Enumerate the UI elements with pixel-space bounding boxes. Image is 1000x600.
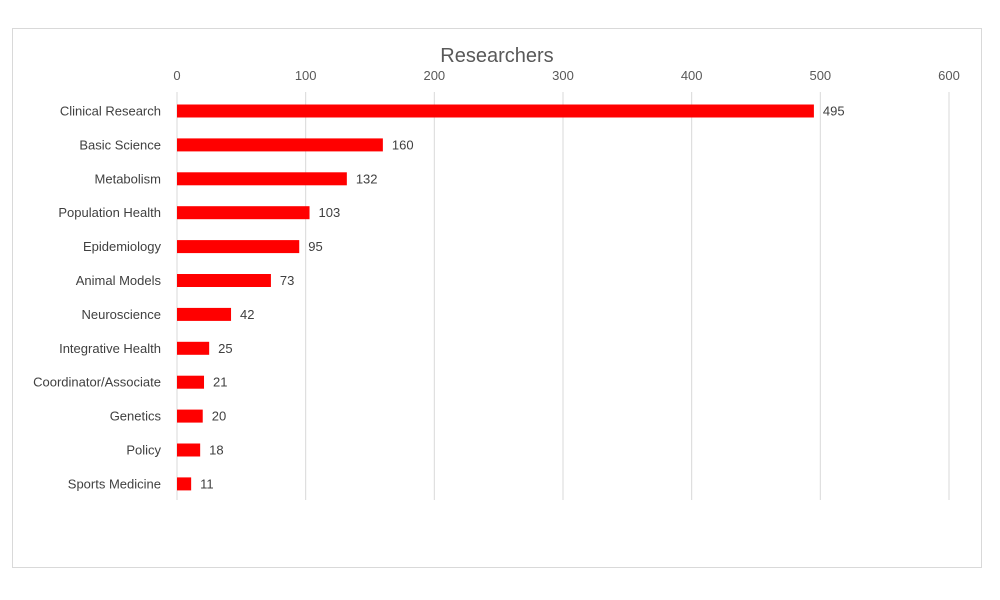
category-label: Genetics <box>110 409 162 424</box>
data-label: 42 <box>240 307 254 322</box>
category-label: Epidemiology <box>83 239 162 254</box>
bars <box>177 104 814 491</box>
bar <box>177 477 192 491</box>
bar <box>177 240 300 254</box>
category-label: Sports Medicine <box>68 476 161 491</box>
data-label: 495 <box>823 104 845 119</box>
category-label: Neuroscience <box>82 307 162 322</box>
data-label: 160 <box>392 137 414 152</box>
bar <box>177 172 347 186</box>
data-label: 11 <box>200 476 214 491</box>
bar <box>177 104 814 118</box>
data-label: 103 <box>319 205 341 220</box>
x-tick-label: 400 <box>681 68 703 83</box>
category-label: Clinical Research <box>60 104 161 119</box>
x-tick-label: 600 <box>938 68 960 83</box>
category-label: Population Health <box>58 205 161 220</box>
category-label: Metabolism <box>95 171 161 186</box>
x-tick-label: 200 <box>423 68 445 83</box>
bar <box>177 307 232 321</box>
category-label: Policy <box>126 443 161 458</box>
data-labels: 495 160 132 103 95 73 42 25 21 20 18 11 <box>200 104 844 492</box>
bar <box>177 443 201 457</box>
category-label: Animal Models <box>76 273 162 288</box>
data-label: 73 <box>280 273 294 288</box>
bar <box>177 375 205 389</box>
data-label: 132 <box>356 171 378 186</box>
x-axis-ticks: 0 100 200 300 400 500 600 <box>173 68 959 83</box>
bar <box>177 206 310 220</box>
category-labels: Clinical Research Basic Science Metabolism… <box>33 104 161 492</box>
category-label: Integrative Health <box>59 341 161 356</box>
data-label: 18 <box>209 443 223 458</box>
data-label: 21 <box>213 375 227 390</box>
category-label: Basic Science <box>79 137 161 152</box>
data-label: 20 <box>212 409 226 424</box>
bar <box>177 341 210 355</box>
gridlines <box>176 92 950 500</box>
x-tick-label: 500 <box>809 68 831 83</box>
x-tick-label: 300 <box>552 68 574 83</box>
bar <box>177 138 383 152</box>
bar <box>177 274 271 287</box>
data-label: 95 <box>308 239 322 254</box>
bar <box>177 409 203 423</box>
category-label: Coordinator/Associate <box>33 375 161 390</box>
x-tick-label: 100 <box>295 68 317 83</box>
chart-title: Researchers <box>440 45 553 67</box>
x-tick-label: 0 <box>173 68 180 83</box>
data-label: 25 <box>218 341 232 356</box>
